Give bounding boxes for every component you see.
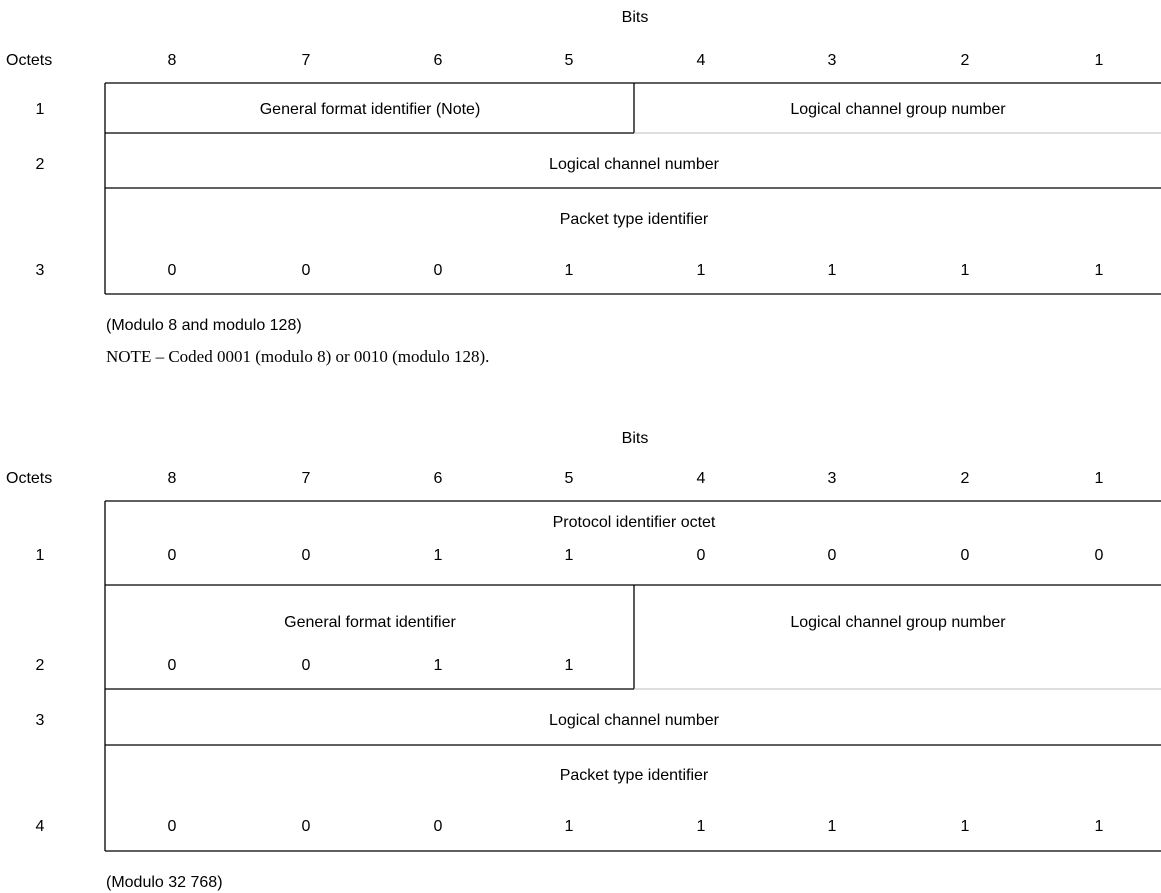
bit-number-2: 2: [961, 470, 970, 487]
octet-number-3: 3: [36, 262, 45, 279]
bit-number-5: 5: [565, 52, 574, 69]
diagram-1-caption: (Modulo 8 and modulo 128): [106, 317, 302, 334]
packet-type-identifier-field: Packet type identifier: [560, 211, 709, 228]
bit-number-1: 1: [1095, 52, 1104, 69]
bit-number-3: 3: [828, 52, 837, 69]
diagram-2-caption: (Modulo 32 768): [106, 874, 223, 891]
bit-value: 1: [697, 818, 706, 835]
bit-value: 1: [697, 262, 706, 279]
general-format-identifier-bit-values: 0 0 1 1: [168, 657, 574, 674]
diagram-2-frame: [104, 500, 1161, 852]
bit-value: 0: [961, 547, 970, 564]
packet-type-bit-values: 0 0 0 1 1 1 1 1: [168, 818, 1104, 835]
general-format-identifier-field: General format identifier: [284, 614, 456, 631]
diagram-modulo-32768: Bits Octets 8 7 6 5 4 3 2 1 1 2 3 4 Prot…: [6, 430, 1161, 891]
octet-number-1: 1: [36, 101, 45, 118]
bit-value: 0: [302, 657, 311, 674]
bit-value: 0: [168, 547, 177, 564]
bit-value: 0: [434, 262, 443, 279]
bit-value: 1: [961, 262, 970, 279]
bit-number-4: 4: [697, 470, 706, 487]
octets-header: Octets: [6, 470, 52, 487]
octet-number-2: 2: [36, 156, 45, 173]
packet-type-identifier-field: Packet type identifier: [560, 767, 709, 784]
bit-value: 1: [961, 818, 970, 835]
protocol-identifier-octet-field: Protocol identifier octet: [553, 514, 716, 531]
diagram-1-note: NOTE – Coded 0001 (modulo 8) or 0010 (mo…: [106, 347, 489, 366]
bit-number-7: 7: [302, 470, 311, 487]
bit-number-6: 6: [434, 470, 443, 487]
bit-value: 1: [434, 547, 443, 564]
bit-value: 1: [828, 262, 837, 279]
bit-number-6: 6: [434, 52, 443, 69]
bit-value: 1: [1095, 818, 1104, 835]
bit-value: 0: [168, 657, 177, 674]
packet-type-bit-values: 0 0 0 1 1 1 1 1: [168, 262, 1104, 279]
octets-header: Octets: [6, 52, 52, 69]
bit-value: 0: [1095, 547, 1104, 564]
bit-value: 1: [828, 818, 837, 835]
bit-value: 0: [302, 818, 311, 835]
bit-number-1: 1: [1095, 470, 1104, 487]
logical-channel-group-number-field: Logical channel group number: [790, 614, 1006, 631]
bit-value: 1: [1095, 262, 1104, 279]
logical-channel-number-field: Logical channel number: [549, 156, 720, 173]
protocol-identifier-bit-values: 0 0 1 1 0 0 0 0: [168, 547, 1104, 564]
logical-channel-group-number-field: Logical channel group number: [790, 101, 1006, 118]
bit-number-3: 3: [828, 470, 837, 487]
bits-header: Bits: [622, 9, 649, 26]
bit-value: 0: [168, 262, 177, 279]
diagram-1-frame: [104, 82, 1161, 295]
octet-number-4: 4: [36, 818, 45, 835]
bits-header: Bits: [622, 430, 649, 447]
bit-value: 1: [565, 818, 574, 835]
logical-channel-number-field: Logical channel number: [549, 712, 720, 729]
bit-number-2: 2: [961, 52, 970, 69]
general-format-identifier-field: General format identifier (Note): [260, 101, 481, 118]
octet-number-2: 2: [36, 657, 45, 674]
bit-number-8: 8: [168, 52, 177, 69]
bit-value: 1: [565, 547, 574, 564]
diagram-modulo-8-128: Bits Octets 8 7 6 5 4 3 2 1 1 2 3 Genera…: [6, 9, 1161, 366]
bit-value: 1: [565, 262, 574, 279]
bit-number-4: 4: [697, 52, 706, 69]
bit-value: 0: [434, 818, 443, 835]
bit-value: 1: [565, 657, 574, 674]
bit-value: 0: [302, 262, 311, 279]
bit-value: 0: [168, 818, 177, 835]
bit-value: 1: [434, 657, 443, 674]
bit-value: 0: [828, 547, 837, 564]
octet-number-3: 3: [36, 712, 45, 729]
bit-number-5: 5: [565, 470, 574, 487]
bit-number-row: 8 7 6 5 4 3 2 1: [168, 470, 1104, 487]
bit-number-8: 8: [168, 470, 177, 487]
bit-number-row: 8 7 6 5 4 3 2 1: [168, 52, 1104, 69]
bit-value: 0: [697, 547, 706, 564]
bit-value: 0: [302, 547, 311, 564]
bit-number-7: 7: [302, 52, 311, 69]
octet-number-1: 1: [36, 547, 45, 564]
